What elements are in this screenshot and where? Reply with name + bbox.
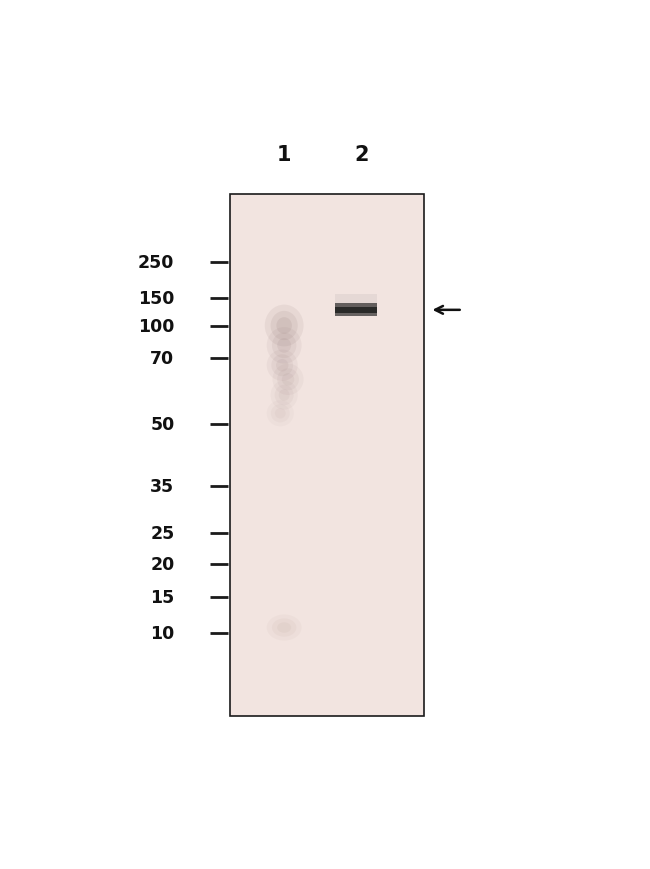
Ellipse shape bbox=[270, 381, 298, 410]
Text: 250: 250 bbox=[138, 254, 174, 271]
Ellipse shape bbox=[275, 385, 294, 406]
Ellipse shape bbox=[272, 333, 296, 359]
Ellipse shape bbox=[279, 389, 290, 401]
Ellipse shape bbox=[276, 318, 292, 335]
Bar bbox=[335, 304, 377, 317]
Bar bbox=[335, 308, 377, 314]
Ellipse shape bbox=[282, 374, 294, 386]
Text: 25: 25 bbox=[150, 525, 174, 543]
Text: 20: 20 bbox=[150, 555, 174, 574]
Bar bbox=[335, 308, 377, 314]
Ellipse shape bbox=[272, 619, 296, 637]
Text: 35: 35 bbox=[150, 478, 174, 496]
Text: 2: 2 bbox=[354, 144, 369, 164]
Text: 15: 15 bbox=[150, 588, 174, 607]
Ellipse shape bbox=[272, 364, 304, 395]
Bar bbox=[230, 195, 424, 717]
Ellipse shape bbox=[266, 328, 302, 364]
Ellipse shape bbox=[277, 622, 291, 633]
Text: 100: 100 bbox=[138, 317, 174, 335]
Ellipse shape bbox=[270, 311, 298, 341]
Ellipse shape bbox=[275, 408, 286, 419]
Ellipse shape bbox=[271, 355, 293, 377]
Bar bbox=[335, 295, 377, 314]
Text: 150: 150 bbox=[138, 290, 174, 308]
Ellipse shape bbox=[265, 305, 304, 347]
Ellipse shape bbox=[276, 360, 289, 372]
Text: 70: 70 bbox=[150, 350, 174, 368]
Ellipse shape bbox=[266, 350, 298, 381]
Ellipse shape bbox=[277, 339, 291, 354]
Text: 50: 50 bbox=[150, 415, 174, 434]
Text: 10: 10 bbox=[150, 624, 174, 642]
Text: 1: 1 bbox=[277, 144, 291, 164]
Ellipse shape bbox=[277, 369, 299, 391]
Ellipse shape bbox=[266, 614, 302, 640]
